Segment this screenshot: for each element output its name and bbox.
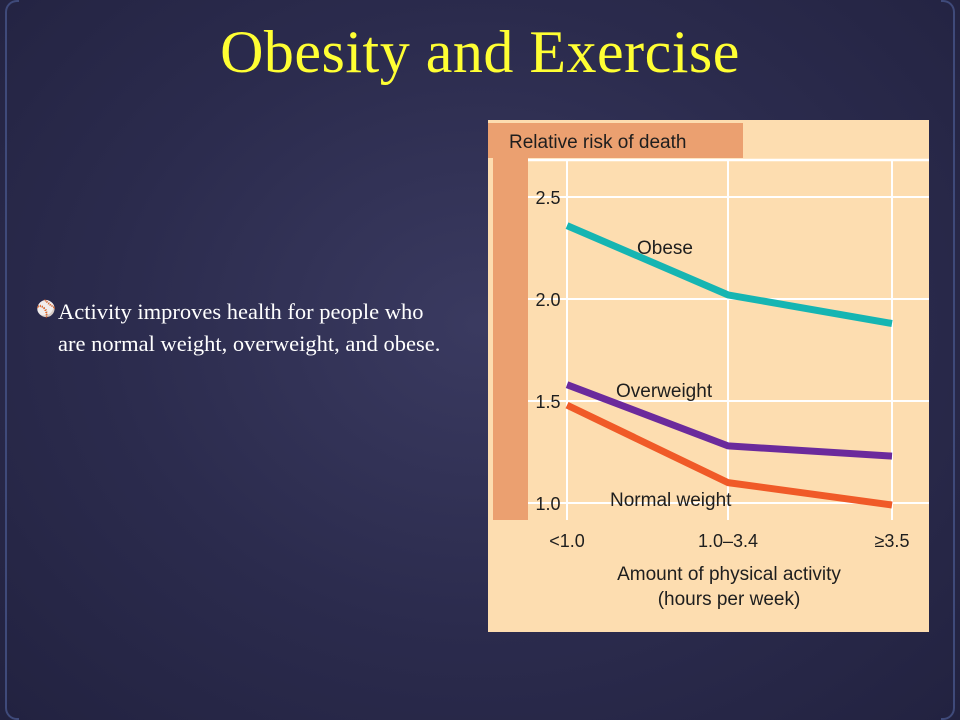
line-chart: Relative risk of death 2.5 2.0 1.5 1.0 <1.0 1.… <box>488 120 929 632</box>
series-line <box>565 222 893 327</box>
bullet-icon: ⚾ <box>36 301 56 318</box>
series-label: Normal weight <box>610 490 732 511</box>
x-tick-label: 1.0–3.4 <box>698 531 758 551</box>
x-axis-label: (hours per week) <box>658 589 801 610</box>
bullet-text: Activity improves health for people who … <box>58 299 441 356</box>
slide-title: Obesity and Exercise <box>220 19 740 85</box>
y-tick-label: 1.5 <box>535 392 560 412</box>
y-axis-title-band <box>488 123 743 158</box>
right-brace-decoration <box>941 0 955 720</box>
y-tick-label: 2.5 <box>535 188 560 208</box>
y-axis-label: Relative risk of death <box>509 132 686 153</box>
bullet-item: ⚾ Activity improves health for people wh… <box>36 296 456 360</box>
x-tick-label: ≥3.5 <box>875 531 910 551</box>
series-line <box>565 381 893 460</box>
x-axis-label: Amount of physical activity <box>617 564 841 585</box>
left-brace-decoration <box>5 0 19 720</box>
chart-panel: Relative risk of death 2.5 2.0 1.5 1.0 <1.0 1.… <box>488 120 929 632</box>
chart-background <box>488 120 929 632</box>
y-axis-band <box>493 158 528 520</box>
y-tick-label: 1.0 <box>535 494 560 514</box>
series-line <box>565 401 893 509</box>
x-tick-label: <1.0 <box>549 531 585 551</box>
series-label: Obese <box>637 238 693 259</box>
series-label: Overweight <box>616 381 713 402</box>
y-tick-label: 2.0 <box>535 290 560 310</box>
